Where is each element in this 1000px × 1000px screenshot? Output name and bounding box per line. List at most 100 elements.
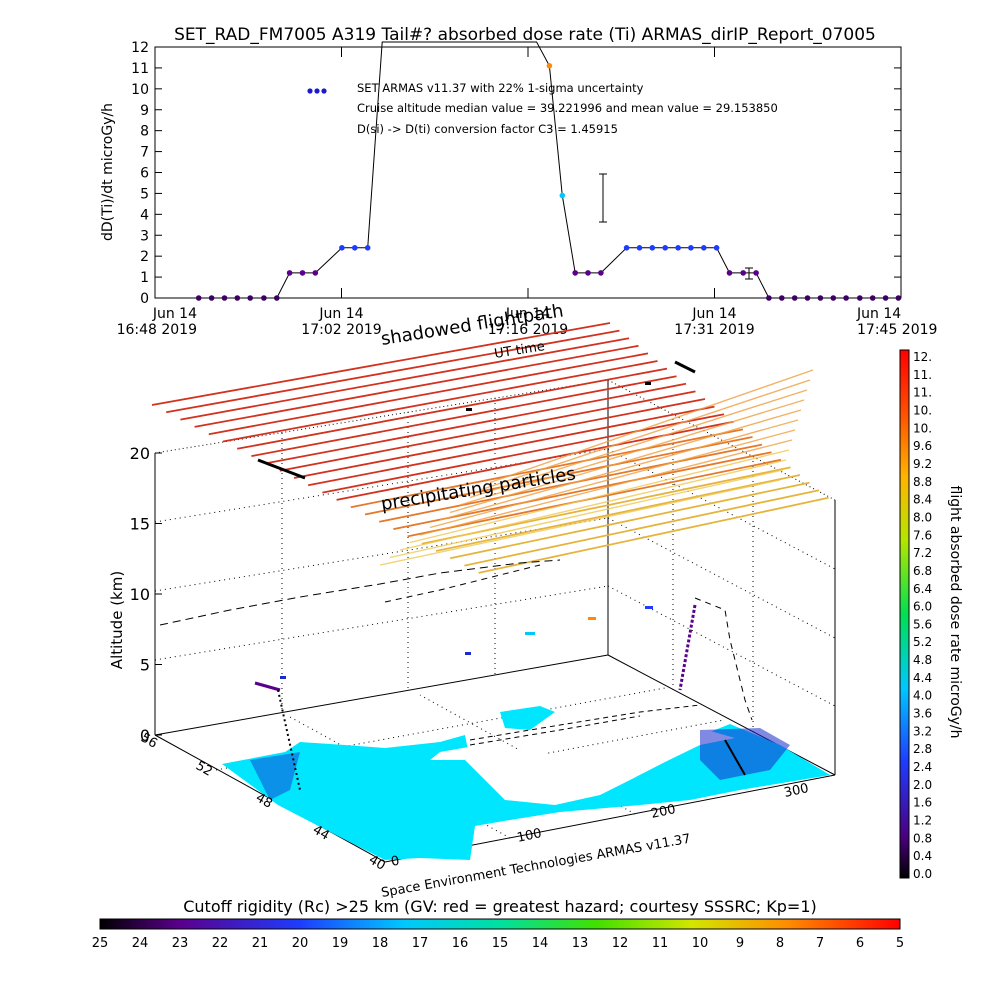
altitude-tick-label: 15 bbox=[130, 515, 150, 534]
data-point bbox=[830, 295, 837, 301]
latitude-tick-label: 40 bbox=[366, 852, 388, 873]
data-point bbox=[585, 270, 591, 276]
data-point bbox=[701, 245, 707, 251]
data-point bbox=[221, 295, 228, 301]
x-tick-day: Jun 14 bbox=[152, 306, 197, 322]
y-tick-label: 1 bbox=[140, 270, 149, 286]
latitude-tick-label: 52 bbox=[193, 758, 215, 779]
rigidity-tick-label: 13 bbox=[572, 936, 589, 951]
altitude-tick-label: 20 bbox=[130, 444, 150, 463]
data-point bbox=[234, 295, 241, 301]
longitude-tick-label: 200 bbox=[650, 802, 677, 822]
data-point bbox=[572, 270, 578, 276]
precipitation-sheet bbox=[151, 322, 829, 574]
precip-line bbox=[166, 329, 620, 414]
ground-track-2 bbox=[469, 715, 641, 746]
dose-colorbar-tick-label: 7.2 bbox=[913, 546, 932, 560]
rigidity-tick-label: 5 bbox=[896, 936, 904, 951]
rigidity-colorbar: Cutoff rigidity (Rc) >25 km (GV: red = g… bbox=[92, 897, 904, 951]
dose-colorbar-tick-label: 10. bbox=[913, 403, 932, 417]
y-tick-label: 2 bbox=[140, 249, 149, 265]
shadowed-flightpath-3 bbox=[694, 597, 753, 721]
y-tick-label: 11 bbox=[131, 61, 149, 77]
dose-colorbar-tick-label: 6.8 bbox=[913, 564, 932, 578]
precip-line bbox=[308, 405, 715, 487]
precip-line bbox=[279, 390, 696, 472]
dose-marker bbox=[645, 382, 651, 385]
land-region bbox=[430, 728, 735, 805]
y-tick-label: 6 bbox=[140, 166, 149, 182]
rigidity-tick-label: 17 bbox=[412, 936, 429, 951]
x-tick-time: 17:02 2019 bbox=[301, 322, 381, 338]
precip-inner-line bbox=[409, 449, 790, 544]
flightpath-segment bbox=[674, 360, 696, 374]
rigidity-tick-label: 24 bbox=[132, 936, 149, 951]
sea-island bbox=[500, 706, 555, 730]
data-point bbox=[726, 270, 733, 276]
longitude-ticks: 0 100 200 300 bbox=[390, 781, 810, 870]
longitude-tick-label: 300 bbox=[783, 781, 810, 801]
dose-colorbar-tick-label: 10. bbox=[913, 421, 932, 435]
data-point bbox=[766, 295, 772, 301]
data-point bbox=[753, 270, 759, 276]
dose-colorbar-ticks: 12. 11. 11. 10. 10. 9.6 9.2 8.8 8.4 8.0 7.6 7.2 6.8 6… bbox=[913, 350, 932, 881]
precip-inner-line bbox=[419, 439, 793, 536]
data-point bbox=[559, 192, 566, 199]
rigidity-tick-label: 22 bbox=[212, 936, 229, 951]
dose-colorbar-tick-label: 2.0 bbox=[913, 778, 932, 792]
rigidity-tick-label: 21 bbox=[252, 936, 269, 951]
precip-line bbox=[265, 382, 687, 465]
dose-colorbar-tick-label: 12. bbox=[913, 350, 932, 364]
rigidity-tick-label: 8 bbox=[776, 936, 784, 951]
rigidity-tick-label: 11 bbox=[652, 936, 669, 951]
rigidity-gradient bbox=[99, 918, 901, 930]
flightpath-segment bbox=[254, 681, 281, 692]
precip-line bbox=[364, 436, 753, 516]
longitude-tick-label: 0 bbox=[390, 854, 401, 870]
precip-inner-line bbox=[479, 379, 811, 491]
right-floor-edge bbox=[607, 654, 836, 776]
legend-line-1: SET ARMAS v11.37 with 22% 1-sigma uncert… bbox=[357, 81, 644, 95]
dose-colorbar-tick-label: 7.6 bbox=[913, 528, 932, 542]
data-point bbox=[339, 245, 345, 251]
dose-colorbar-tick-label: 4.8 bbox=[913, 653, 932, 667]
precip-inner-line bbox=[389, 469, 784, 559]
x-tick-day: Jun 14 bbox=[856, 306, 901, 322]
precip-line bbox=[222, 360, 658, 443]
ground-map bbox=[222, 706, 830, 860]
dose-colorbar-tick-label: 3.2 bbox=[913, 724, 932, 738]
dose-marker bbox=[280, 676, 286, 679]
dose-colorbar-tick-label: 5.6 bbox=[913, 617, 932, 631]
precip-line bbox=[435, 474, 801, 552]
data-point bbox=[804, 295, 811, 301]
data-point bbox=[546, 63, 553, 69]
precip-inner-line bbox=[439, 419, 799, 521]
dose-colorbar-tick-label: 8.8 bbox=[913, 475, 932, 489]
y-tick-label: 9 bbox=[140, 103, 149, 119]
data-point bbox=[662, 245, 668, 251]
precip-line bbox=[478, 496, 829, 574]
ground-track bbox=[469, 704, 701, 741]
data-point bbox=[740, 270, 746, 276]
dose-marker bbox=[588, 617, 596, 620]
precip-inner-line bbox=[379, 479, 781, 566]
precip-inner-line bbox=[449, 409, 802, 514]
precip-line bbox=[464, 489, 820, 567]
rigidity-tick-label: 25 bbox=[92, 936, 109, 951]
precip-inner-line bbox=[489, 369, 814, 484]
x-tick-time: 17:45 2019 bbox=[857, 322, 937, 338]
legend-marker bbox=[321, 88, 327, 94]
precip-line bbox=[194, 344, 639, 428]
precip-inner-line bbox=[399, 459, 787, 551]
precip-line bbox=[251, 375, 677, 457]
dose-colorbar-tick-label: 2.4 bbox=[913, 760, 932, 774]
x-tick-day: Jun 14 bbox=[318, 306, 363, 322]
flightpath-descent bbox=[724, 739, 746, 776]
dose-colorbar-tick-label: 8.4 bbox=[913, 493, 932, 507]
rigidity-tick-label: 19 bbox=[332, 936, 349, 951]
dose-marker bbox=[645, 606, 653, 609]
data-point bbox=[261, 295, 267, 301]
dose-colorbar-tick-label: 4.4 bbox=[913, 671, 932, 685]
shadowed-flightpath-2 bbox=[384, 564, 541, 603]
